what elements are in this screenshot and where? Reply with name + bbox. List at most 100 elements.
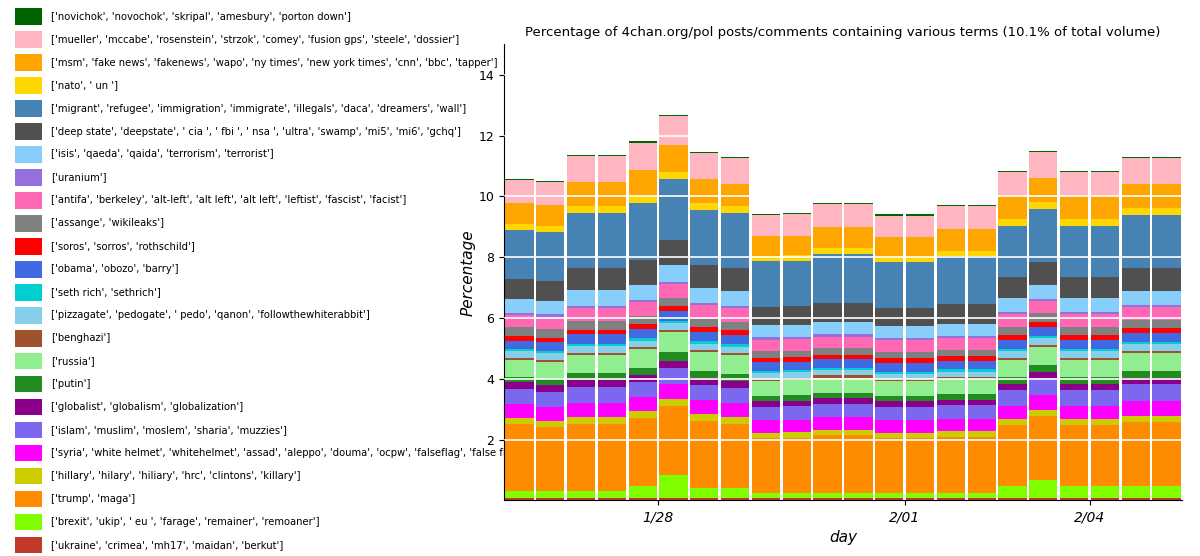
Bar	[1091, 390, 1120, 405]
Bar	[690, 488, 719, 498]
Bar	[845, 203, 872, 205]
Bar	[998, 172, 1027, 196]
Bar	[906, 262, 935, 307]
Bar	[937, 405, 965, 419]
Text: ['assange', 'wikileaks']: ['assange', 'wikileaks']	[52, 219, 164, 229]
Bar	[782, 325, 811, 337]
Bar	[1091, 358, 1120, 360]
Bar	[782, 362, 811, 370]
Bar	[845, 355, 872, 359]
Bar	[875, 438, 904, 493]
Bar	[721, 353, 749, 355]
Bar	[1152, 486, 1181, 498]
Bar	[721, 498, 749, 500]
Bar	[690, 341, 719, 344]
Bar	[751, 438, 780, 493]
Bar	[906, 374, 935, 379]
Bar	[1152, 415, 1181, 423]
Bar	[751, 215, 780, 236]
Bar	[1122, 307, 1150, 320]
Bar	[536, 182, 564, 205]
Bar	[690, 344, 719, 350]
Bar	[814, 430, 841, 435]
Bar	[536, 338, 564, 342]
Bar	[782, 395, 811, 401]
Bar	[845, 254, 872, 302]
Bar	[1060, 326, 1088, 335]
Bar	[721, 330, 749, 335]
Bar	[659, 116, 688, 145]
Bar	[751, 379, 780, 381]
Bar	[721, 158, 749, 183]
Bar	[629, 411, 656, 418]
Bar	[629, 260, 656, 285]
Bar	[690, 152, 719, 153]
Bar	[566, 155, 595, 156]
Text: ['globalist', 'globalism', 'globalization']: ['globalist', 'globalism', 'globalizatio…	[52, 402, 244, 412]
Bar	[1030, 202, 1057, 209]
Bar	[937, 356, 965, 361]
Bar	[751, 493, 780, 498]
Bar	[598, 417, 626, 424]
Bar	[16, 123, 42, 140]
Text: ['migrant', 'refugee', 'immigration', 'immigrate', 'illegals', 'daca', 'dreamers: ['migrant', 'refugee', 'immigration', 'i…	[52, 103, 466, 113]
Bar	[1152, 320, 1181, 328]
Bar	[875, 216, 904, 237]
Bar	[937, 338, 965, 350]
Bar	[505, 180, 534, 203]
Bar	[659, 298, 688, 306]
Bar	[1152, 353, 1181, 371]
Bar	[1030, 339, 1057, 345]
Bar	[1122, 184, 1150, 208]
Bar	[751, 420, 780, 433]
Bar	[845, 368, 872, 370]
Bar	[782, 373, 811, 378]
Bar	[937, 350, 965, 356]
Bar	[937, 206, 965, 229]
Bar	[566, 491, 595, 498]
Bar	[598, 373, 626, 380]
Bar	[690, 385, 719, 400]
Bar	[814, 498, 841, 500]
Bar	[782, 255, 811, 261]
Bar	[598, 330, 626, 335]
Bar	[814, 370, 841, 375]
Bar	[875, 371, 904, 374]
Bar	[1122, 342, 1150, 345]
Bar	[505, 179, 534, 180]
Bar	[566, 335, 595, 344]
Bar	[875, 359, 904, 363]
Bar	[16, 146, 42, 163]
Bar	[536, 407, 564, 421]
Bar	[1030, 209, 1057, 262]
Bar	[906, 401, 935, 407]
Bar	[845, 227, 872, 249]
Bar	[782, 370, 811, 373]
Bar	[1122, 415, 1150, 423]
Bar	[906, 307, 935, 326]
Bar	[505, 491, 534, 498]
Bar	[967, 394, 996, 400]
Bar	[1091, 498, 1120, 500]
Bar	[845, 370, 872, 375]
Bar	[937, 493, 965, 498]
Bar	[659, 332, 688, 353]
Bar	[659, 284, 688, 298]
Bar	[998, 405, 1027, 419]
Bar	[629, 347, 656, 349]
Bar	[1060, 349, 1088, 351]
Bar	[998, 498, 1027, 500]
Bar	[751, 363, 780, 371]
Bar	[1122, 291, 1150, 305]
Bar	[782, 337, 811, 339]
Bar	[937, 371, 965, 377]
Bar	[906, 498, 935, 500]
Bar	[1122, 498, 1150, 500]
Bar	[782, 432, 811, 438]
Bar	[1030, 322, 1057, 326]
Bar	[629, 498, 656, 500]
Bar	[1030, 410, 1057, 416]
Bar	[937, 369, 965, 371]
Text: ['novichok', 'novochok', 'skripal', 'amesbury', 'porton down']: ['novichok', 'novochok', 'skripal', 'ame…	[52, 12, 350, 22]
Bar	[814, 254, 841, 302]
